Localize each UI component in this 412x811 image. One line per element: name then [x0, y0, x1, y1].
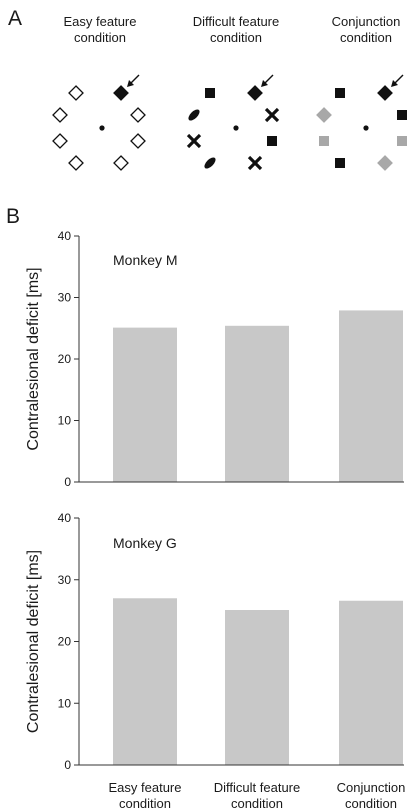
target-diamond [377, 85, 393, 101]
y-tick-label: 10 [58, 414, 72, 428]
y-tick-label: 20 [58, 352, 72, 366]
distractor-gray-diamond [316, 107, 332, 123]
distractor-square [205, 88, 215, 98]
distractor-diamond [68, 85, 84, 101]
distractor-ellipse [204, 157, 216, 169]
bar-0 [113, 598, 177, 765]
difficult-feature-title-line2: condition [209, 30, 263, 45]
easy-feature-title: Easy feature condition [40, 14, 160, 46]
y-tick-label: 40 [58, 511, 72, 525]
easy-feature-title-line1: Easy feature [63, 14, 137, 29]
y-tick-label: 0 [64, 475, 71, 489]
bar-1 [225, 610, 289, 765]
fixation-dot [233, 125, 239, 131]
y-tick-label: 30 [58, 291, 72, 305]
y-axis-label: Contralesional deficit [ms] [25, 550, 42, 733]
chart-0: 0 10 20 30 40 Contralesional deficit [ms] Monk… [25, 229, 404, 489]
distractor-diamond [130, 107, 146, 123]
panel-a-letter: A [8, 7, 23, 30]
distractor-black-square [335, 88, 345, 98]
y-tick-label: 10 [58, 696, 72, 710]
chart-1: 0 10 20 30 40 Contralesional deficit [ms] Monk… [25, 511, 404, 772]
x-tick-label-2-line1: Conjunction [337, 780, 406, 795]
search-display-stimuli [52, 74, 407, 171]
distractor-gray-square [319, 136, 329, 146]
fixation-dot [363, 125, 369, 131]
target-arrow-icon [261, 74, 274, 87]
distractor-cross [186, 133, 202, 149]
distractor-gray-square [397, 136, 407, 146]
target-arrow-icon [391, 74, 404, 87]
distractor-diamond [113, 155, 129, 171]
distractor-diamond [130, 133, 146, 149]
target-arrow-icon [127, 74, 140, 87]
y-tick-label: 30 [58, 573, 72, 587]
chart-title: Monkey M [113, 252, 178, 268]
distractor-square [267, 136, 277, 146]
distractor-gray-diamond [377, 155, 393, 171]
x-tick-label-0-line2: condition [119, 796, 171, 811]
difficult-feature-title: Difficult feature condition [176, 14, 296, 46]
target-diamond [113, 85, 129, 101]
distractor-cross [247, 155, 263, 171]
y-axis-label: Contralesional deficit [ms] [25, 267, 42, 450]
distractor-black-square [335, 158, 345, 168]
x-tick-label-1-line1: Difficult feature [214, 780, 300, 795]
conjunction-title: Conjunction condition [306, 14, 412, 46]
easy-feature-title-line2: condition [73, 30, 127, 45]
x-tick-label-2-line2: condition [345, 796, 397, 811]
distractor-black-square [397, 110, 407, 120]
bar-1 [225, 325, 289, 482]
distractor-diamond [52, 133, 68, 149]
target-diamond [247, 85, 263, 101]
x-tick-label-0-line1: Easy feature [109, 780, 182, 795]
distractor-diamond [68, 155, 84, 171]
distractor-diamond [52, 107, 68, 123]
bar-0 [113, 327, 177, 482]
bar-2 [339, 600, 403, 765]
y-tick-label: 20 [58, 635, 72, 649]
x-tick-label-1-line2: condition [231, 796, 283, 811]
y-tick-label: 40 [58, 229, 72, 243]
panel-b-letter: B [6, 205, 21, 228]
fixation-dot [99, 125, 105, 131]
bar-2 [339, 310, 403, 482]
distractor-ellipse [188, 109, 200, 121]
conjunction-title-line1: Conjunction [331, 14, 401, 29]
chart-title: Monkey G [113, 535, 177, 551]
difficult-feature-title-line1: Difficult feature [192, 14, 280, 29]
distractor-cross [264, 107, 280, 123]
y-tick-label: 0 [64, 758, 71, 772]
conjunction-title-line2: condition [339, 30, 393, 45]
